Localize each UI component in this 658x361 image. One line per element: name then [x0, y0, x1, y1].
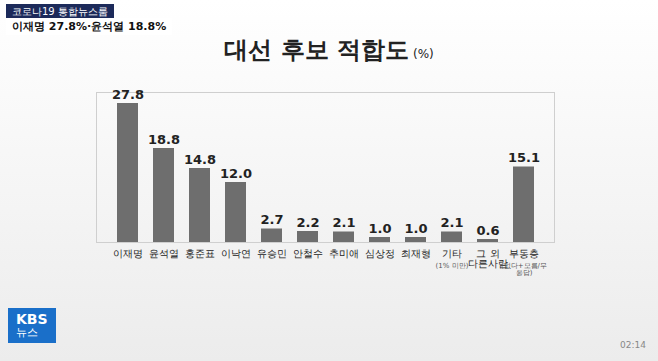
svg-text:이재명: 이재명: [113, 248, 143, 259]
svg-text:이낙연: 이낙연: [221, 248, 251, 259]
svg-text:윤석열: 윤석열: [149, 248, 179, 259]
svg-text:12.0: 12.0: [220, 166, 252, 181]
svg-text:홍준표: 홍준표: [185, 248, 215, 259]
svg-text:(1% 미만): (1% 미만): [436, 262, 469, 270]
html-text:02:14: 02:14: [620, 340, 646, 350]
html-text:그 외: 그 외: [476, 247, 500, 259]
svg-text:1.0: 1.0: [404, 221, 427, 236]
svg-text:14.8: 14.8: [184, 152, 216, 167]
svg-text:안철수: 안철수: [293, 248, 323, 259]
svg-text:2.1: 2.1: [440, 215, 463, 230]
html-text:대선 후보 적합도 (%): 대선 후보 적합도 (%): [224, 36, 434, 64]
svg-text:심상정: 심상정: [365, 248, 395, 259]
svg-text:18.8: 18.8: [148, 132, 180, 147]
svg-text:추미애: 추미애: [329, 248, 359, 259]
svg-text:2.7: 2.7: [260, 212, 283, 227]
svg-text:1.0: 1.0: [368, 221, 391, 236]
html-text:코로나19 통합뉴스룸: 코로나19 통합뉴스룸: [12, 6, 108, 17]
html-text:뉴스: 뉴스: [16, 326, 38, 340]
svg-text:부동층: 부동층: [509, 248, 539, 259]
html-text:KBS: KBS: [16, 311, 48, 327]
svg-text:(없다+모름/무응답): (없다+모름/무응답): [501, 262, 547, 277]
svg-text:27.8: 27.8: [112, 87, 144, 102]
svg-text:기타: 기타: [442, 248, 462, 259]
svg-text:2.2: 2.2: [296, 215, 319, 230]
html-text:이재명 27.8%·윤석열 18.8%: 이재명 27.8%·윤석열 18.8%: [12, 20, 167, 33]
svg-text:15.1: 15.1: [508, 150, 540, 165]
html-text:다른사람: 다른사람: [468, 257, 508, 269]
svg-text:유승민: 유승민: [257, 248, 287, 259]
svg-text:0.6: 0.6: [476, 223, 499, 238]
svg-text:최재형: 최재형: [401, 248, 431, 259]
svg-text:2.1: 2.1: [332, 215, 355, 230]
